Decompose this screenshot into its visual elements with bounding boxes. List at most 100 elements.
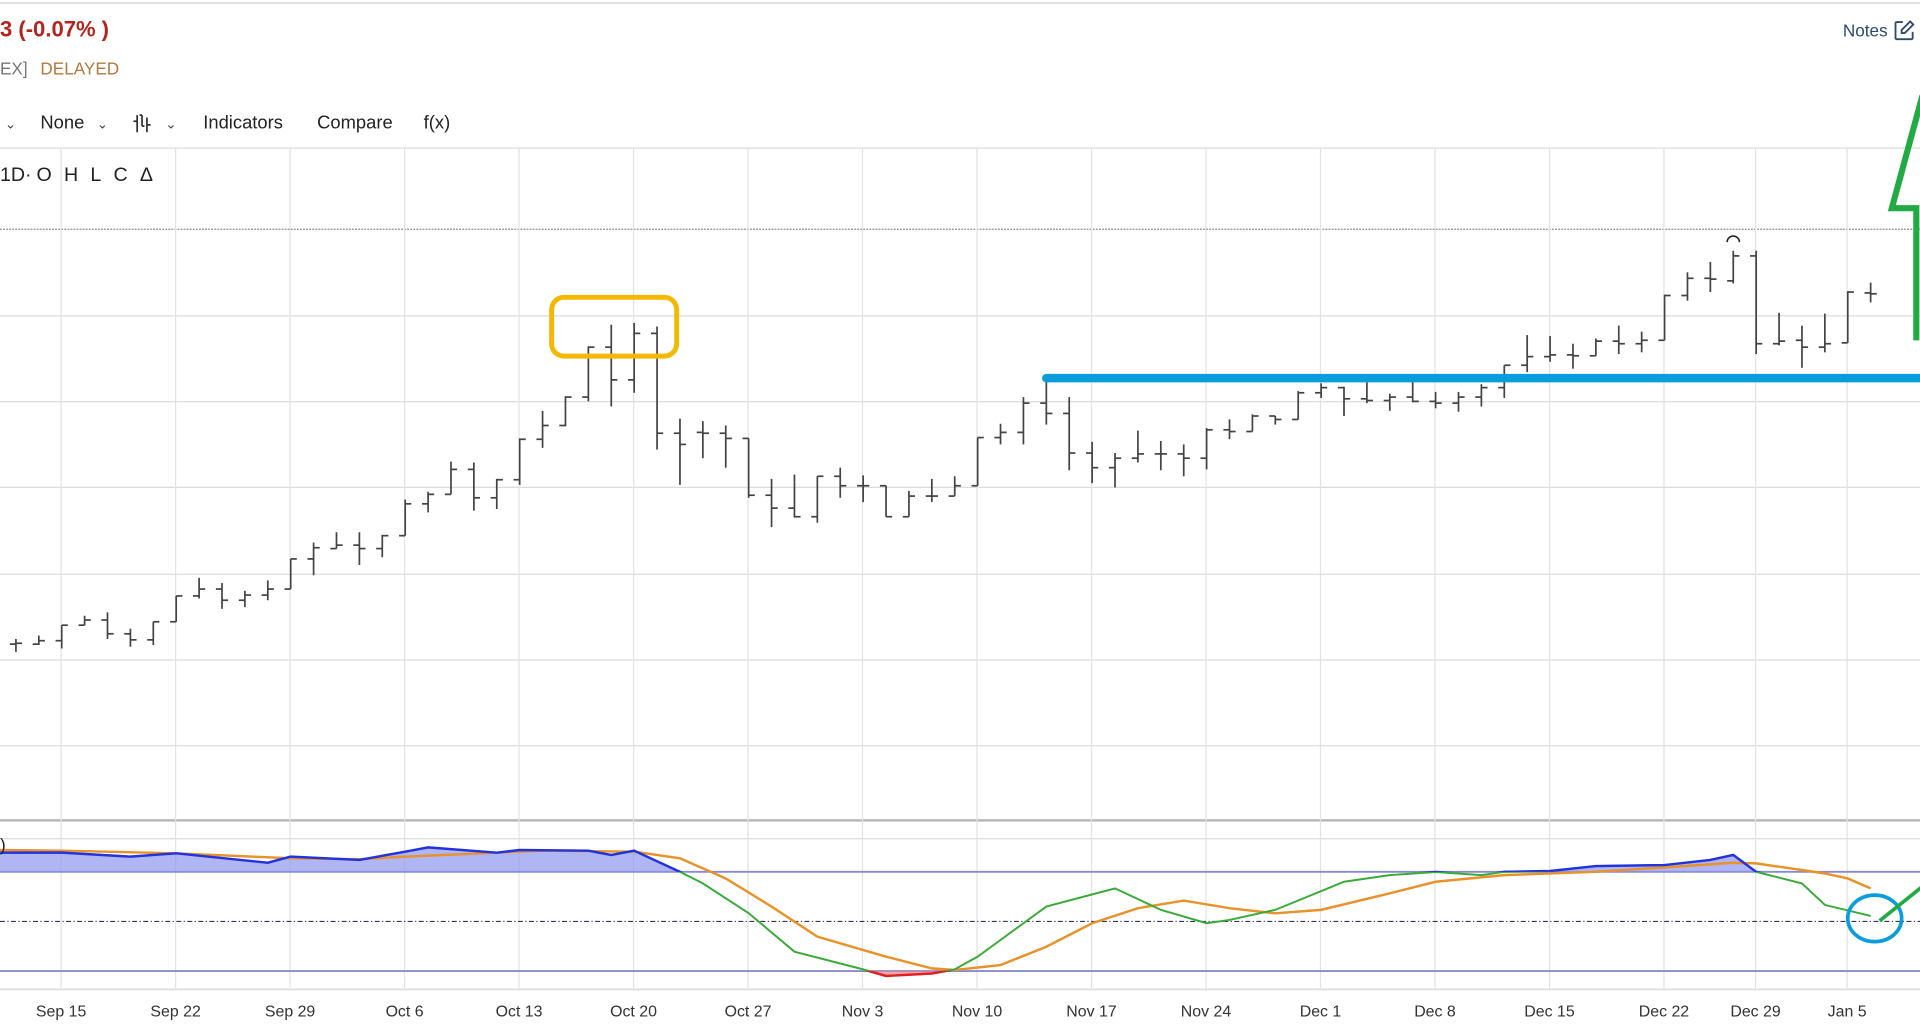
price-change: 3 (-0.07% ) [0,17,110,42]
ohlc-bar [55,624,68,649]
ohlc-bar [1086,441,1099,484]
ohlc-bar [1383,393,1396,411]
legend-high: H [63,165,79,187]
exchange-label: EX] [0,58,28,79]
ohlc-bar [673,418,687,485]
ohlc-bar [1681,272,1694,301]
date-tick-label: Sep 15 [36,1003,87,1020]
ohlc-bar [1177,444,1190,477]
chevron-down-icon[interactable]: ⌄ [4,117,17,133]
highlight-box [549,294,680,359]
ohlc-bar [719,425,732,468]
ohlc-bar [444,461,458,496]
ohlc-bar [1223,419,1236,440]
ohlc-bar [284,558,297,590]
chevron-down-icon[interactable]: ⌄ [96,117,109,133]
compare-button[interactable]: Compare [317,112,393,134]
date-tick-label: Dec 8 [1414,1003,1456,1020]
ohlc-bar [399,499,412,537]
ohlc-bar [78,615,91,627]
ohlc-bar [1017,397,1030,445]
circle-annotation [1845,893,1904,944]
edit-icon [1894,20,1915,41]
ohlc-bar [1475,384,1488,407]
up-arrow-annotation [1887,94,1920,341]
indicators-button[interactable]: Indicators [203,112,283,134]
ohlc-bar [1635,331,1648,353]
ohlc-bar [1200,428,1213,470]
ohlc-bar [1589,338,1603,357]
ohlc-bar [1406,381,1419,403]
ohlc-bar [1864,282,1877,303]
legend-interval: 1D· [0,165,32,187]
date-axis: Sep 15 Sep 22 Sep 29 Oct 6 Oct 13 Oct 20 Oct 2… [36,1003,1867,1020]
ohlc-bar [1429,391,1442,409]
ohlc-bar [307,542,320,576]
overlay-select[interactable]: None [40,112,85,134]
ohlc-bar [101,612,114,639]
ohlc-bar [1246,414,1259,433]
ohlc-bar [811,475,824,523]
ohlc-bar [1658,294,1671,342]
ohlc-bar [1795,325,1809,368]
ohlc-bar [994,423,1007,445]
date-tick-label: Dec 22 [1639,1003,1690,1020]
notes-button[interactable]: Notes [1843,20,1915,42]
ohlc-bar [353,532,366,565]
ohlc-bar [1818,313,1831,353]
ohlc-legend: 1D· O H L C Δ [0,165,153,187]
ohlc-bar [421,491,435,513]
ohlc-bar [513,438,526,485]
stoch-k-line-overbought [0,846,1762,872]
ohlc-bar [1750,250,1763,355]
ohlc-bar [1063,397,1076,471]
date-tick-label: Dec 15 [1524,1003,1575,1020]
date-tick-label: Nov 24 [1181,1003,1232,1020]
ohlc-bar [1543,335,1557,362]
ohlc-bar [788,474,801,518]
chevron-down-icon[interactable]: ⌄ [165,117,177,133]
ohlc-bar [124,628,137,647]
ohlc-bars-icon[interactable] [132,113,152,135]
ohlc-bar [467,462,481,511]
ohlc-series [9,250,1877,652]
top-divider [0,2,1920,4]
date-tick-label: Nov 10 [952,1003,1003,1020]
stoch-d-line [0,848,1872,972]
ohlc-bar [32,635,45,645]
ohlc-bar [1360,382,1374,404]
legend-close: C [113,165,128,187]
ohlc-bar [1772,312,1786,346]
uptick-annotation [1878,886,1920,923]
date-tick-label: Sep 29 [265,1003,316,1020]
ohlc-bar [902,490,916,518]
ohlc-bar [1704,261,1717,293]
ohlc-bar [1727,250,1740,284]
ohlc-bar [1040,379,1053,425]
ohlc-bar [1566,343,1580,369]
ohlc-bar [650,326,664,450]
peak-marker-icon [1726,235,1741,243]
ohlc-bar [9,638,23,652]
ohlc-bar [742,437,755,498]
ohlc-bar [536,410,549,448]
legend-open: O [36,165,52,187]
ohlc-bar [376,534,389,558]
ohlc-bar [330,532,343,550]
ohlc-bar [215,583,229,609]
date-tick-label: Nov 17 [1066,1003,1117,1020]
drawn-annotations [549,94,1920,944]
ohlc-bar [605,324,618,407]
ohlc-bar [1612,325,1625,355]
ohlc-bar [857,475,870,503]
ohlc-bar [696,421,709,459]
indicator-label: ) [0,835,6,855]
ohlc-bar [559,396,572,427]
ohlc-bar [1131,430,1145,463]
ohlc-bar [1521,335,1534,373]
ohlc-bar [490,478,503,509]
ohlc-bar [238,590,252,608]
fx-button[interactable]: f(x) [423,112,451,134]
